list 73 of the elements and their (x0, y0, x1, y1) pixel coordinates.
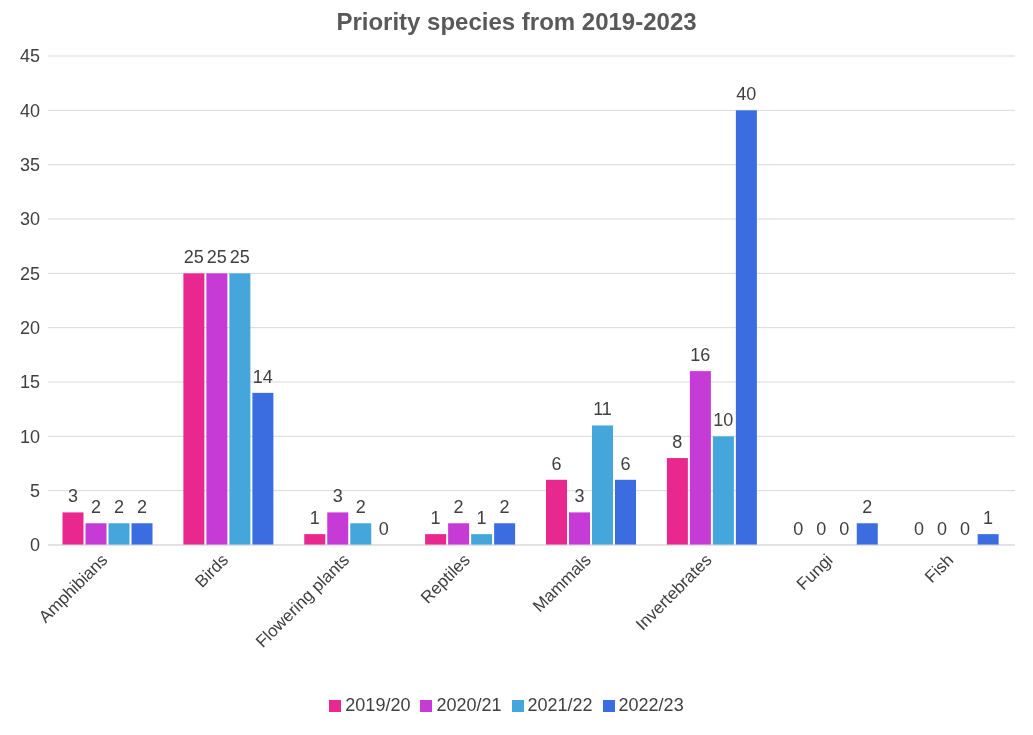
data-label: 2 (453, 497, 464, 518)
y-tick-label: 45 (19, 46, 40, 67)
bar (108, 523, 130, 545)
y-tick-label: 40 (19, 100, 40, 121)
data-label: 2 (137, 497, 148, 518)
chart-title: Priority species from 2019-2023 (335, 8, 698, 36)
data-label: 0 (960, 519, 971, 539)
legend-label: 2021/22 (527, 695, 593, 715)
data-label: 25 (229, 247, 250, 268)
data-label: 2 (91, 497, 102, 518)
data-label: 40 (736, 84, 757, 105)
data-label: 8 (672, 432, 683, 453)
data-label: 3 (332, 486, 343, 507)
data-label: 3 (68, 486, 79, 507)
bar (350, 523, 372, 545)
y-tick-label: 15 (19, 372, 40, 393)
data-label: 0 (937, 519, 948, 539)
data-label: 14 (252, 366, 273, 387)
data-label: 3 (574, 486, 585, 507)
bar (327, 512, 349, 545)
bar (131, 523, 153, 545)
bar (592, 425, 614, 545)
legend-label: 2019/20 (345, 695, 411, 715)
data-label: 1 (309, 508, 320, 529)
data-label: 1 (476, 508, 487, 529)
x-tick-label: Fish (921, 550, 958, 587)
bar (666, 458, 688, 545)
data-label: 10 (713, 410, 734, 431)
data-label: 11 (593, 399, 612, 420)
y-tick-label: 20 (19, 318, 40, 339)
bar (494, 523, 516, 545)
data-label: 1 (983, 508, 994, 529)
data-label: 25 (183, 247, 204, 268)
legend-label: 2020/21 (436, 695, 502, 715)
bar (229, 273, 251, 545)
bar (252, 392, 274, 545)
data-label: 2 (862, 497, 873, 518)
legend-label: 2022/23 (618, 695, 684, 715)
bar (689, 371, 711, 545)
bar (569, 512, 591, 545)
data-label: 1 (430, 508, 441, 529)
y-tick-label: 30 (19, 209, 40, 230)
data-label: 25 (206, 247, 227, 268)
data-label: 0 (378, 519, 389, 539)
y-tick-label: 25 (19, 263, 40, 284)
data-label: 2 (355, 497, 366, 518)
bar (62, 512, 84, 545)
y-tick-label: 5 (29, 481, 40, 502)
bar (615, 479, 637, 545)
bar (712, 436, 734, 545)
bar (546, 479, 568, 545)
bar (206, 273, 228, 545)
y-tick-label: 0 (29, 535, 40, 556)
data-label: 0 (914, 519, 925, 539)
bar (977, 534, 999, 545)
data-label: 0 (793, 519, 804, 539)
bar (85, 523, 107, 545)
y-tick-label: 35 (19, 155, 40, 176)
data-label: 16 (690, 345, 711, 366)
data-label: 2 (499, 497, 510, 518)
bar (425, 534, 447, 545)
data-label: 0 (816, 519, 827, 539)
data-label: 6 (551, 453, 562, 474)
bar (735, 110, 757, 545)
bar (471, 534, 493, 545)
bar (856, 523, 878, 545)
bar (448, 523, 470, 545)
y-tick-label: 10 (19, 426, 40, 447)
data-label: 0 (839, 519, 850, 539)
data-label: 6 (620, 453, 631, 474)
bar (304, 534, 326, 545)
data-label: 2 (114, 497, 125, 518)
bar (183, 273, 205, 545)
